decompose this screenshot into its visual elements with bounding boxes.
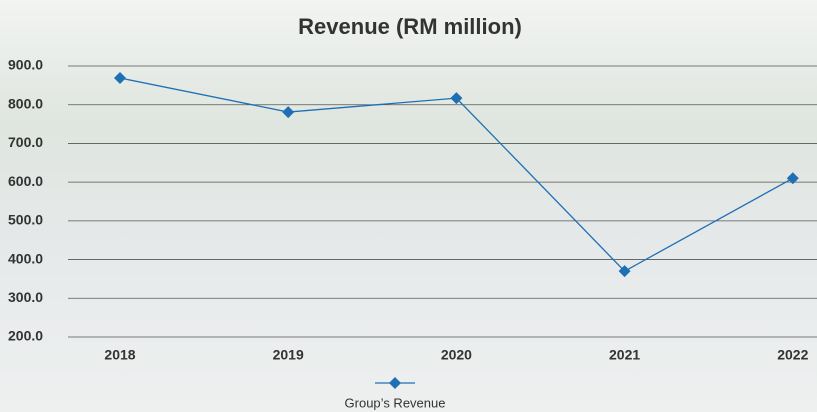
data-point: [114, 72, 126, 85]
data-point: [282, 106, 295, 119]
x-tick-label: 2021: [609, 347, 640, 363]
legend-marker: [389, 377, 401, 389]
y-tick-label: 200.0: [8, 328, 43, 344]
data-point: [450, 92, 463, 105]
y-tick-label: 400.0: [8, 250, 43, 266]
legend-label: Group’s Revenue: [345, 395, 446, 410]
x-tick-label: 2019: [273, 347, 304, 363]
data-point: [618, 265, 631, 278]
x-tick-label: 2022: [777, 347, 808, 363]
y-tick-label: 500.0: [8, 212, 43, 228]
x-tick-label: 2020: [441, 347, 472, 363]
y-tick-label: 300.0: [8, 289, 43, 305]
x-tick-label: 2018: [104, 347, 135, 363]
chart-title: Revenue (RM million): [298, 14, 522, 39]
y-tick-label: 800.0: [8, 95, 43, 111]
data-point: [786, 172, 799, 185]
y-tick-label: 700.0: [8, 134, 43, 150]
y-tick-label: 600.0: [8, 173, 43, 189]
y-tick-label: 900.0: [8, 57, 43, 73]
